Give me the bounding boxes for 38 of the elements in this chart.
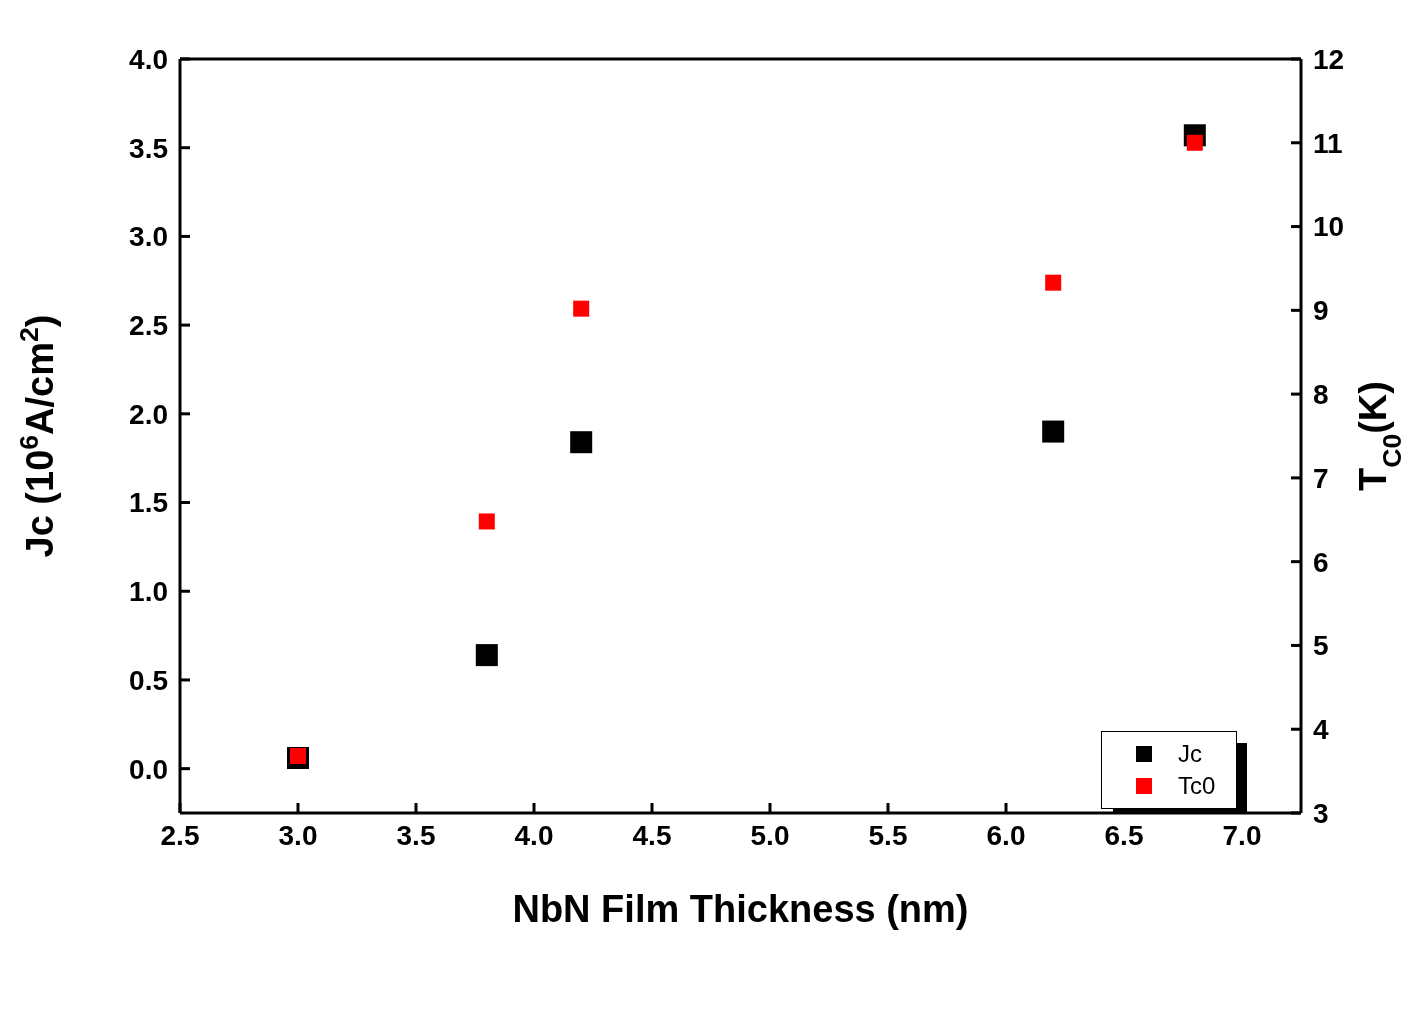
x-tick-label: 6.5 [1104, 819, 1144, 851]
point [1042, 420, 1065, 443]
point [475, 644, 498, 667]
x-tick-label: 2.5 [160, 819, 200, 851]
x-tick-label: 7.0 [1222, 819, 1262, 851]
x-tick-label: 6.0 [986, 819, 1026, 851]
point [478, 513, 495, 530]
y-tick-label: 3.5 [129, 132, 168, 164]
y-tick-label: 0.0 [129, 753, 168, 785]
x-tick-label: 5.5 [868, 819, 908, 851]
y2-tick-label: 4 [1313, 714, 1329, 746]
x-axis-title: NbN Film Thickness (nm) [512, 888, 969, 930]
y2-tick-label: 7 [1313, 462, 1329, 494]
y-tick-label: 4.0 [129, 43, 168, 75]
y2-tick-label: 3 [1313, 797, 1329, 829]
y2-tick-label: 8 [1313, 379, 1329, 411]
y-tick-label: 1.0 [129, 576, 168, 608]
y-tick-label: 1.5 [129, 487, 168, 519]
point [570, 431, 593, 454]
y2-tick-label: 9 [1313, 295, 1329, 327]
y-tick-label: 0.5 [129, 664, 168, 696]
y2-tick-label: 12 [1313, 43, 1345, 75]
y2-tick-label: 6 [1313, 546, 1329, 578]
x-tick-label: 4.5 [632, 819, 672, 851]
legend-label: Jc [1178, 740, 1202, 768]
y2-tick-label: 10 [1313, 211, 1345, 243]
y2-tick-label: 11 [1313, 127, 1343, 159]
y2-tick-label: 5 [1313, 630, 1329, 662]
legend-label: Tc0 [1178, 772, 1216, 800]
x-tick-label: 3.5 [396, 819, 436, 851]
x-tick-label: 4.0 [514, 819, 554, 851]
x-tick-label: 5.0 [750, 819, 790, 851]
point [1045, 274, 1062, 291]
x-tick-label: 3.0 [278, 819, 318, 851]
y-tick-label: 3.0 [129, 221, 168, 253]
point [573, 300, 590, 317]
y-tick-label: 2.0 [129, 398, 168, 430]
y-tick-label: 2.5 [129, 310, 168, 342]
